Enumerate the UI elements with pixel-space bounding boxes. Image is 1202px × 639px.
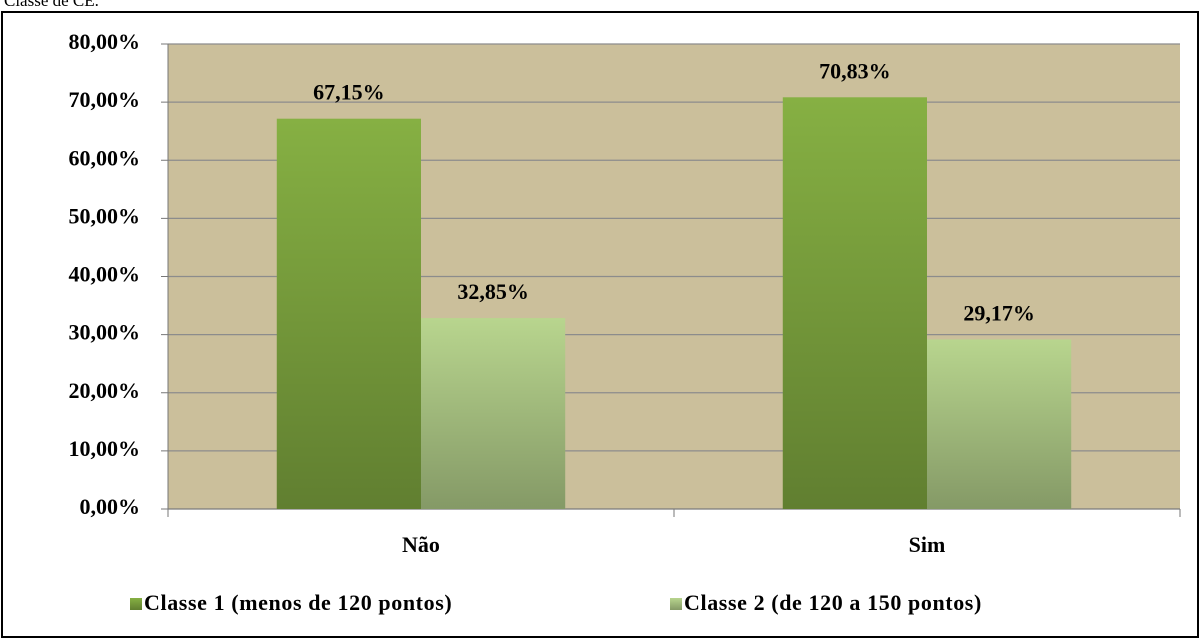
legend-label: Classe 2 (de 120 a 150 pontos) — [684, 590, 982, 615]
caption: Classe de CE. — [4, 0, 99, 10]
value-label: 67,15% — [313, 80, 385, 105]
y-tick-label: 0,00% — [80, 494, 141, 519]
y-tick-label: 30,00% — [69, 320, 141, 345]
bar-shade — [927, 339, 1072, 509]
bar-shade — [421, 318, 566, 509]
y-tick-label: 40,00% — [69, 262, 141, 287]
x-tick-label: Sim — [909, 532, 946, 557]
value-label: 29,17% — [963, 300, 1035, 325]
value-label: 32,85% — [457, 279, 529, 304]
y-tick-label: 10,00% — [69, 436, 141, 461]
bar-shade — [276, 118, 421, 510]
y-tick-label: 80,00% — [69, 29, 141, 54]
y-tick-label: 50,00% — [69, 203, 141, 228]
legend-swatch-shade — [130, 598, 142, 610]
bar-shade — [782, 97, 927, 509]
legend-swatch-shade — [670, 598, 682, 610]
x-tick-label: Não — [402, 532, 440, 557]
y-tick-label: 20,00% — [69, 378, 141, 403]
y-tick-label: 70,00% — [69, 87, 141, 112]
y-tick-label: 60,00% — [69, 145, 141, 170]
legend-label: Classe 1 (menos de 120 pontos) — [144, 590, 452, 615]
value-label: 70,83% — [819, 58, 891, 83]
